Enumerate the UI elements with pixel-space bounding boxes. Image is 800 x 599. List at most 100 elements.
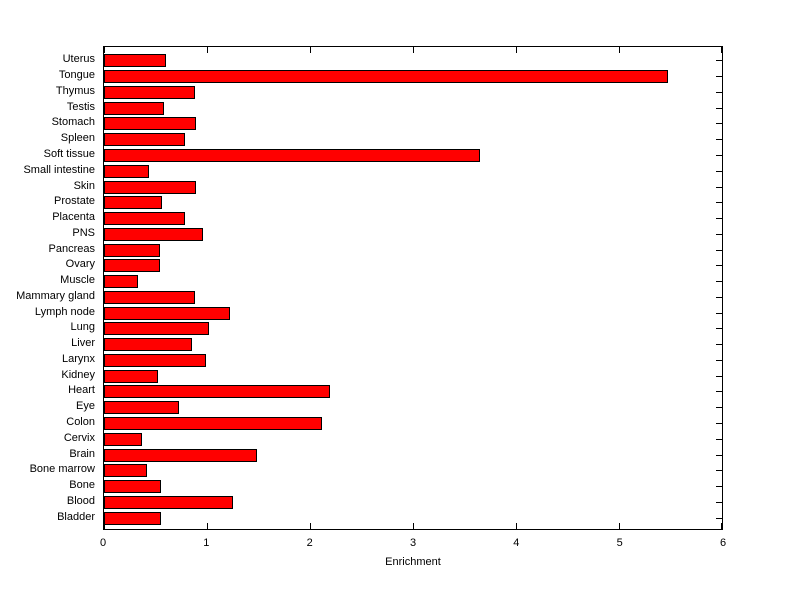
y-tick-label: Bone marrow [29,463,95,476]
x-tick-mark-top [619,47,620,53]
y-tick-label: Pancreas [48,242,95,255]
bar [104,148,480,162]
y-tick-mark-right [716,186,722,188]
bar [104,243,160,257]
x-tick-mark [207,523,208,529]
bar [104,306,230,320]
y-tick-mark-right [716,170,722,172]
y-tick-mark-right [716,486,722,488]
y-tick-mark-right [716,139,722,141]
x-tick-mark [619,523,620,529]
y-tick-label: Skin [73,179,95,192]
bar [104,290,195,304]
x-tick-label: 4 [513,537,520,549]
bar-row [104,495,722,509]
bar-row [104,85,722,99]
bar-row [104,180,722,194]
x-tick-mark [721,523,722,529]
bar [104,495,233,509]
y-tick-label: Bladder [57,510,95,523]
x-tick-mark [413,523,414,529]
x-tick-label: 6 [719,537,727,549]
x-tick-mark-top [207,47,208,53]
y-tick-label: Testis [66,100,95,113]
bar [104,227,203,241]
y-tick-mark-right [716,91,722,93]
y-tick-mark-right [716,202,722,204]
bar-row [104,369,722,383]
bar [104,180,196,194]
y-tick-label: Liver [71,337,95,350]
y-tick-label: Ovary [65,258,95,271]
y-axis-tick-labels: Uterus Tongue Thymus Testis Stomach Spleen Sof… [0,46,99,530]
x-tick-mark [516,523,517,529]
y-tick-mark-right [716,470,722,472]
bar [104,417,323,431]
bar-row [104,322,722,336]
bar [104,259,160,273]
bar [104,385,330,399]
y-tick-mark-right [716,154,722,156]
y-tick-label: Small intestine [23,163,95,176]
bar-row [104,338,722,352]
bar [104,480,161,494]
y-tick-label: Cervix [63,431,95,444]
y-tick-mark-right [716,218,722,220]
y-tick-mark-right [716,281,722,283]
y-tick-label: Mammary gland [16,289,95,302]
bar-row [104,464,722,478]
bar [104,464,148,478]
bar [104,511,161,525]
x-tick-label: 5 [616,537,623,549]
bar-row [104,480,722,494]
y-tick-mark-right [716,407,722,409]
bar [104,117,196,131]
bar-row [104,306,722,320]
bar [104,432,143,446]
y-tick-mark-right [716,501,722,503]
y-tick-mark-right [716,344,722,346]
bar [104,401,180,415]
bar [104,54,166,68]
bar [104,164,150,178]
bar-row [104,448,722,462]
y-tick-label: Bone [69,479,95,492]
bar [104,275,138,289]
bar-row [104,164,722,178]
y-tick-mark-right [716,359,722,361]
x-tick-mark-top [104,47,105,53]
bar-row [104,70,722,84]
bar-row [104,227,722,241]
bar-row [104,243,722,257]
x-tick-label: 2 [306,537,313,549]
bar-row [104,54,722,68]
x-tick-mark-top [721,47,722,53]
x-tick-label: 0 [99,537,107,549]
y-tick-label: Spleen [60,132,95,145]
y-tick-mark-right [716,265,722,267]
bar-row [104,212,722,226]
y-tick-label: Soft tissue [43,147,95,160]
y-tick-mark-right [716,249,722,251]
y-tick-mark-right [716,391,722,393]
x-tick-label: 3 [409,537,417,549]
y-tick-mark-right [716,296,722,298]
bar [104,353,206,367]
y-tick-mark-right [716,60,722,62]
y-tick-mark-right [716,233,722,235]
bar-row [104,275,722,289]
bar [104,101,164,115]
bar [104,133,186,147]
y-tick-label: Lung [70,321,95,334]
bar-row [104,101,722,115]
y-tick-mark-right [716,76,722,78]
y-tick-mark-right [716,454,722,456]
bar [104,85,195,99]
bar [104,322,210,336]
bar-row [104,148,722,162]
y-tick-mark-right [716,123,722,125]
bar-row [104,290,722,304]
y-tick-label: PNS [72,226,95,239]
bar-row [104,196,722,210]
y-tick-mark-right [716,517,722,519]
